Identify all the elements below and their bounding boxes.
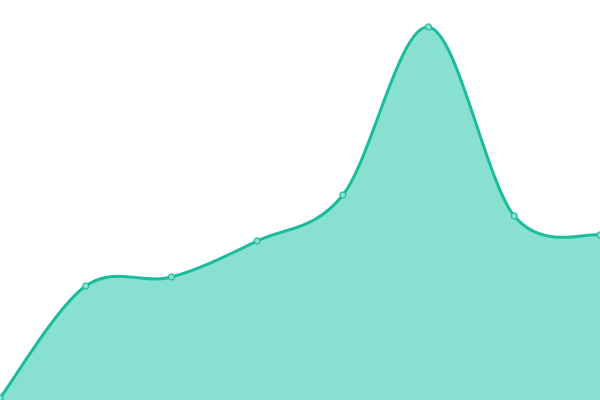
series-line (0, 25, 600, 399)
data-point-6 (510, 212, 518, 220)
data-point-1 (82, 282, 90, 290)
data-point-0 (0, 394, 4, 400)
data-point-7 (596, 231, 600, 239)
data-point-3 (253, 237, 261, 245)
data-markers (0, 23, 600, 400)
data-point-5 (424, 23, 433, 31)
data-point-4 (339, 191, 347, 199)
data-point-2 (167, 273, 176, 281)
area-fill (0, 26, 600, 400)
